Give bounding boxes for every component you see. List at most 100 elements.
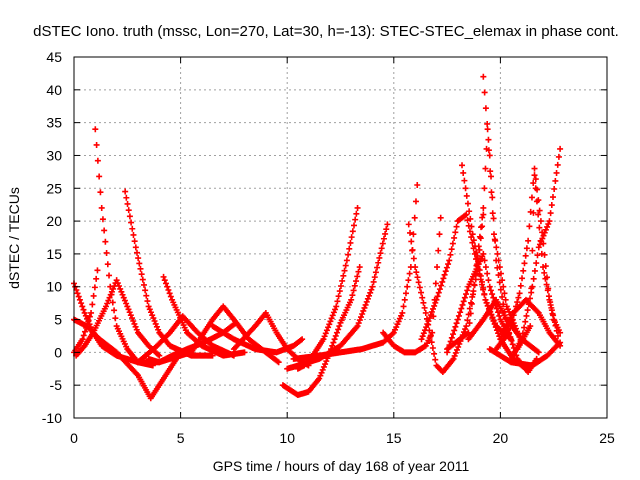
series-arc-5 <box>92 126 156 369</box>
data-point <box>464 330 471 337</box>
data-point <box>554 332 561 339</box>
data-point <box>414 274 421 281</box>
data-point <box>426 315 433 322</box>
data-point <box>432 280 439 287</box>
data-point <box>342 262 349 269</box>
data-point <box>485 147 492 154</box>
plot-frame <box>73 56 608 419</box>
data-point <box>93 275 100 282</box>
data-point <box>109 299 116 306</box>
data-point <box>428 308 435 315</box>
data-point <box>429 344 436 351</box>
data-point <box>330 309 337 316</box>
data-point <box>435 247 442 254</box>
data-point <box>464 287 471 294</box>
data-point <box>335 293 342 300</box>
data-point <box>123 300 130 307</box>
data-point <box>538 250 545 257</box>
data-point <box>377 250 384 257</box>
data-point <box>320 336 327 343</box>
data-point <box>375 259 382 266</box>
y-tick-label: 30 <box>46 147 62 163</box>
y-tick-label: -10 <box>42 410 62 426</box>
data-point <box>525 237 532 244</box>
data-point <box>108 291 115 298</box>
data-point <box>476 233 483 240</box>
data-point <box>451 234 458 241</box>
data-point <box>537 218 544 225</box>
data-point <box>448 334 455 341</box>
data-point <box>462 185 469 192</box>
data-point <box>450 355 457 362</box>
data-point <box>470 237 477 244</box>
data-point <box>322 361 329 368</box>
data-point <box>368 286 375 293</box>
data-point <box>554 161 561 168</box>
data-point <box>420 330 427 337</box>
data-point <box>359 310 366 317</box>
data-point <box>474 252 481 259</box>
data-point <box>543 281 550 288</box>
data-point <box>523 245 530 252</box>
data-point <box>125 207 132 214</box>
data-point <box>346 245 353 252</box>
data-point <box>79 303 86 310</box>
data-point <box>492 324 499 331</box>
data-point <box>355 320 362 327</box>
data-point <box>508 337 515 344</box>
data-point <box>481 89 488 96</box>
data-point <box>354 323 361 330</box>
data-point <box>408 238 415 245</box>
data-point <box>80 306 87 313</box>
data-point <box>458 305 465 312</box>
data-point <box>463 323 470 330</box>
data-point <box>433 296 440 303</box>
data-point <box>118 288 125 295</box>
data-point <box>486 283 493 290</box>
data-point <box>467 215 474 222</box>
data-point <box>442 268 449 275</box>
data-point <box>483 299 490 306</box>
data-point <box>549 310 556 317</box>
data-point <box>376 254 383 261</box>
data-point <box>106 272 113 279</box>
data-point <box>146 306 153 313</box>
data-point <box>152 320 159 327</box>
data-point <box>509 341 516 348</box>
data-point <box>555 153 562 160</box>
data-point <box>488 312 495 319</box>
data-point <box>107 283 114 290</box>
data-point <box>137 265 144 272</box>
data-point <box>407 229 414 236</box>
data-point <box>545 293 552 300</box>
data-point <box>487 287 494 294</box>
data-point <box>482 296 489 303</box>
data-point <box>409 246 416 253</box>
data-point <box>446 257 453 264</box>
series-arc-27 <box>514 172 564 353</box>
data-point <box>320 363 327 370</box>
data-point <box>540 264 547 271</box>
data-point <box>94 267 101 274</box>
data-point <box>436 231 443 238</box>
data-point <box>468 223 475 230</box>
data-point <box>534 348 541 355</box>
data-point <box>355 268 362 275</box>
data-point <box>549 194 556 201</box>
data-point <box>153 323 160 330</box>
data-point <box>384 221 391 228</box>
data-point <box>459 301 466 308</box>
data-point <box>124 303 131 310</box>
data-point <box>496 264 503 271</box>
data-point <box>519 275 526 282</box>
data-point <box>340 272 347 279</box>
data-point <box>521 260 528 267</box>
data-point <box>90 292 97 299</box>
data-point <box>467 310 474 317</box>
data-point <box>490 215 497 222</box>
data-point <box>452 323 459 330</box>
data-point <box>135 255 142 262</box>
data-point <box>461 294 468 301</box>
data-point <box>347 239 354 246</box>
data-point <box>484 270 491 277</box>
